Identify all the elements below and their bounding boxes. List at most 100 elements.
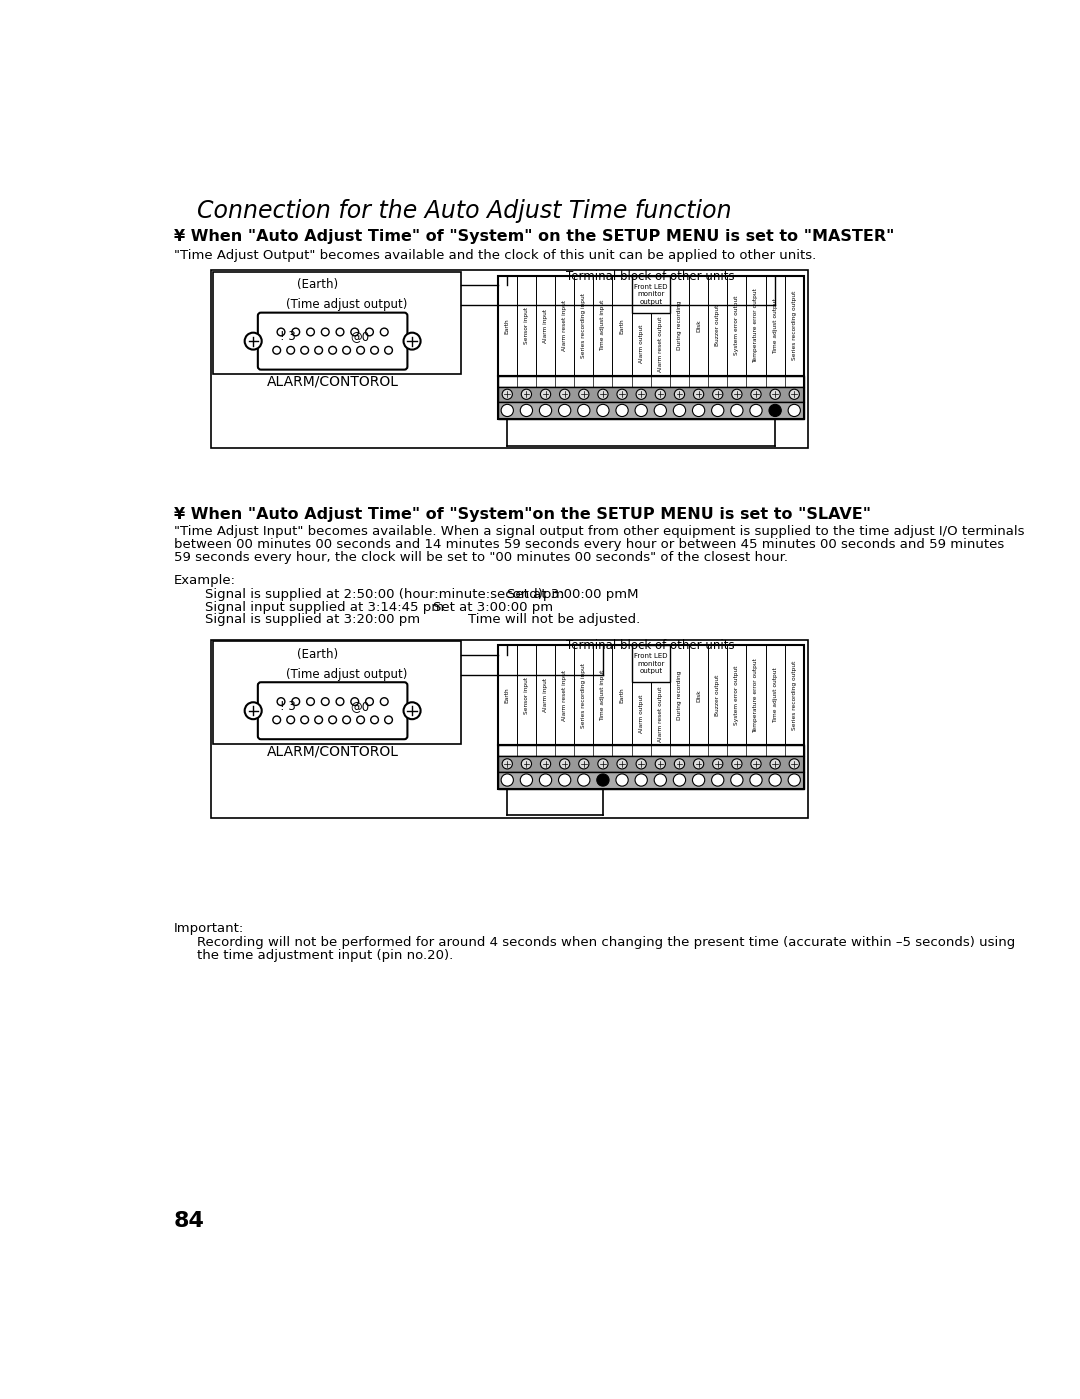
- Bar: [632, 645, 670, 683]
- Text: Time adjust input: Time adjust input: [600, 670, 606, 720]
- Circle shape: [404, 333, 420, 350]
- Circle shape: [769, 774, 781, 786]
- Circle shape: [278, 698, 285, 705]
- Text: Alarm input: Alarm input: [543, 679, 548, 712]
- Text: Terminal block of other units: Terminal block of other units: [566, 639, 735, 652]
- Bar: [211, 270, 808, 448]
- Text: @0: @0: [350, 700, 369, 712]
- Circle shape: [521, 404, 532, 417]
- Circle shape: [673, 404, 686, 417]
- Bar: [498, 376, 804, 386]
- Circle shape: [732, 389, 742, 399]
- Circle shape: [380, 698, 388, 705]
- Circle shape: [654, 774, 666, 786]
- Circle shape: [273, 347, 281, 354]
- Text: Recording will not be performed for around 4 seconds when changing the present t: Recording will not be performed for arou…: [197, 936, 1015, 949]
- Circle shape: [370, 716, 378, 723]
- Circle shape: [501, 774, 513, 786]
- Circle shape: [540, 758, 551, 769]
- Text: Buzzer output: Buzzer output: [715, 305, 720, 347]
- Circle shape: [559, 758, 570, 769]
- Circle shape: [301, 716, 309, 723]
- Circle shape: [314, 347, 323, 354]
- Circle shape: [328, 716, 337, 723]
- Text: Example:: Example:: [174, 575, 235, 588]
- Text: Sensor input: Sensor input: [524, 677, 529, 713]
- Bar: [213, 641, 460, 744]
- Circle shape: [597, 774, 609, 786]
- Text: (Time adjust output): (Time adjust output): [286, 298, 407, 312]
- Text: Alarm reset input: Alarm reset input: [563, 670, 567, 720]
- Text: Alarm output: Alarm output: [638, 694, 644, 733]
- Text: Time adjust output: Time adjust output: [772, 667, 778, 723]
- Circle shape: [370, 347, 378, 354]
- Circle shape: [713, 389, 723, 399]
- Bar: [498, 757, 804, 772]
- Text: Earth: Earth: [620, 687, 624, 704]
- Circle shape: [789, 758, 799, 769]
- Circle shape: [384, 347, 392, 354]
- Circle shape: [559, 389, 570, 399]
- Circle shape: [342, 716, 351, 723]
- Circle shape: [287, 347, 295, 354]
- Circle shape: [788, 774, 800, 786]
- Circle shape: [301, 347, 309, 354]
- Bar: [498, 376, 804, 418]
- Circle shape: [342, 347, 351, 354]
- Circle shape: [751, 758, 761, 769]
- Bar: [632, 276, 670, 312]
- Text: between 00 minutes 00 seconds and 14 minutes 59 seconds every hour or between 45: between 00 minutes 00 seconds and 14 min…: [174, 539, 1004, 551]
- Circle shape: [712, 404, 724, 417]
- Text: "Time Adjust Output" becomes available and the clock of this unit can be applied: "Time Adjust Output" becomes available a…: [174, 249, 816, 262]
- Text: Series recording output: Series recording output: [792, 660, 797, 730]
- Circle shape: [616, 774, 629, 786]
- Text: System error output: System error output: [734, 297, 740, 355]
- Circle shape: [617, 758, 627, 769]
- Text: Alarm output: Alarm output: [638, 325, 644, 364]
- Text: Signal input supplied at 3:14:45 pm: Signal input supplied at 3:14:45 pm: [205, 600, 444, 614]
- Circle shape: [307, 329, 314, 336]
- Circle shape: [656, 758, 665, 769]
- Circle shape: [732, 758, 742, 769]
- Text: Terminal block of other units: Terminal block of other units: [566, 270, 735, 283]
- Circle shape: [616, 404, 629, 417]
- Text: Time adjust input: Time adjust input: [600, 299, 606, 351]
- Circle shape: [673, 774, 686, 786]
- Text: @0: @0: [350, 330, 369, 343]
- Bar: [213, 271, 460, 375]
- Circle shape: [502, 758, 512, 769]
- Text: Earth: Earth: [620, 318, 624, 333]
- Bar: [498, 402, 804, 418]
- Text: Series recording input: Series recording input: [581, 663, 586, 727]
- Circle shape: [356, 716, 364, 723]
- Circle shape: [578, 774, 590, 786]
- Text: Alarm input: Alarm input: [543, 309, 548, 343]
- Circle shape: [380, 329, 388, 336]
- Circle shape: [522, 389, 531, 399]
- Text: During recording: During recording: [677, 670, 681, 720]
- Circle shape: [731, 774, 743, 786]
- Text: ¥ When "Auto Adjust Time" of "System"on the SETUP MENU is set to "SLAVE": ¥ When "Auto Adjust Time" of "System"on …: [174, 506, 870, 522]
- Circle shape: [750, 404, 762, 417]
- Text: Sensor input: Sensor input: [524, 308, 529, 344]
- Circle shape: [292, 698, 299, 705]
- Circle shape: [598, 389, 608, 399]
- Circle shape: [322, 698, 329, 705]
- Circle shape: [558, 404, 571, 417]
- Circle shape: [789, 389, 799, 399]
- Circle shape: [328, 347, 337, 354]
- Text: Set at 3:00:00 pm: Set at 3:00:00 pm: [433, 600, 554, 614]
- Text: Time adjust output: Time adjust output: [772, 298, 778, 354]
- Circle shape: [692, 404, 705, 417]
- Text: "Time Adjust Input" becomes available. When a signal output from other equipment: "Time Adjust Input" becomes available. W…: [174, 525, 1024, 539]
- Text: ALARM/CONTOROL: ALARM/CONTOROL: [267, 744, 399, 758]
- Text: Front LED
monitor
output: Front LED monitor output: [634, 284, 667, 305]
- Circle shape: [635, 774, 647, 786]
- Bar: [498, 746, 804, 789]
- Text: Series recording input: Series recording input: [581, 294, 586, 358]
- Text: Earth: Earth: [504, 687, 510, 704]
- Circle shape: [636, 758, 646, 769]
- Circle shape: [522, 758, 531, 769]
- Text: Temperature error output: Temperature error output: [754, 288, 758, 364]
- Circle shape: [770, 758, 780, 769]
